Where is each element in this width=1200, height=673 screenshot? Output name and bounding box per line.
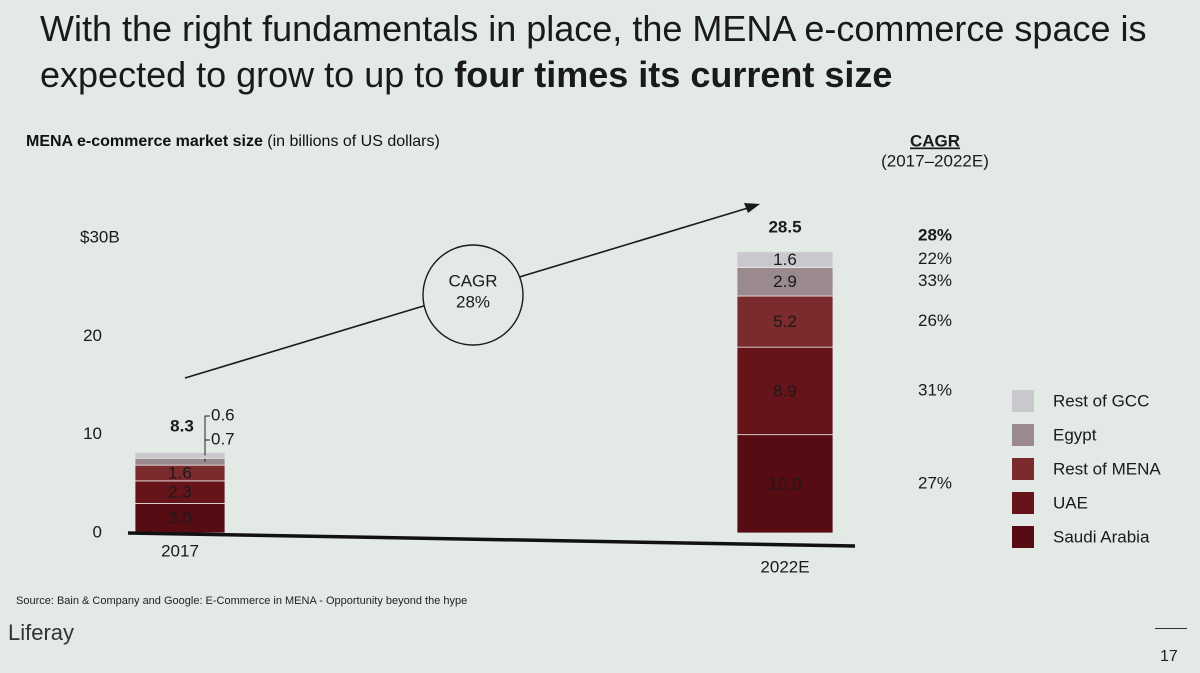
segment-label: 5.2 [773,312,797,331]
cagr-bubble [422,244,524,346]
cagr-value: 33% [918,271,952,290]
x-tick-label: 2017 [161,541,199,560]
legend-label: Rest of MENA [1053,459,1161,478]
legend-label: Saudi Arabia [1053,527,1150,546]
segment-label: 2.3 [168,483,192,502]
total-label: 28.5 [768,217,801,236]
slide-title: With the right fundamentals in place, th… [40,6,1180,98]
logo: Liferay [8,620,75,645]
y-tick-label: 10 [83,424,102,443]
baseline [127,531,856,548]
cagr-total: 28% [918,225,952,244]
bubble-title: CAGR [448,271,497,290]
segment-label: 8.9 [773,381,797,400]
cagr-value: 22% [918,249,952,268]
label-bracket [204,415,210,456]
x-tick-label: 2022E [760,557,809,576]
segment-label: 1.6 [773,250,797,269]
bar-segment [736,346,834,436]
title-emphasis: four times its current size [454,54,893,95]
legend-label: Egypt [1053,425,1097,444]
segment-label: 0.7 [211,429,235,448]
legend-swatch [1012,390,1034,412]
cagr-header: CAGR [910,131,960,150]
segment-label: 3.0 [168,509,192,528]
segment-label: 1.6 [168,464,192,483]
page-rule [1155,628,1187,629]
bar-segment [134,503,226,534]
page-number: 17 [1160,648,1178,665]
bar-segment [134,451,226,459]
arrow-head [744,203,760,213]
bar-segment [736,251,834,268]
source-note: Source: Bain & Company and Google: E-Com… [16,595,468,607]
segment-label: 0.6 [211,405,235,424]
subtitle-bold: MENA e-commerce market size [26,133,263,150]
subtitle-units: (in billions of US dollars) [267,133,440,150]
segment-label: 10.0 [768,474,801,493]
cagr-value: 27% [918,473,952,492]
legend-swatch [1012,526,1034,548]
bar-segment [736,434,834,534]
legend-swatch [1012,492,1034,514]
total-label: 8.3 [170,416,194,435]
legend-swatch [1012,458,1034,480]
legend-swatch [1012,424,1034,446]
bar-segment [134,457,226,466]
legend-label: Rest of GCC [1053,391,1149,410]
cagr-value: 31% [918,380,952,399]
segment-label: 2.9 [773,272,797,291]
cagr-value: 26% [918,311,952,330]
y-tick-label: 0 [93,522,102,541]
legend-label: UAE [1053,493,1088,512]
y-tick-label: 20 [83,326,102,345]
chart-subtitle: MENA e-commerce market size (in billions… [26,133,440,151]
bubble-value: 28% [456,292,490,311]
title-text: With the right fundamentals in place, th… [40,8,1147,95]
cagr-period: (2017–2022E) [881,151,989,170]
y-tick-label: $30B [80,227,120,246]
bar-segment [736,267,834,297]
